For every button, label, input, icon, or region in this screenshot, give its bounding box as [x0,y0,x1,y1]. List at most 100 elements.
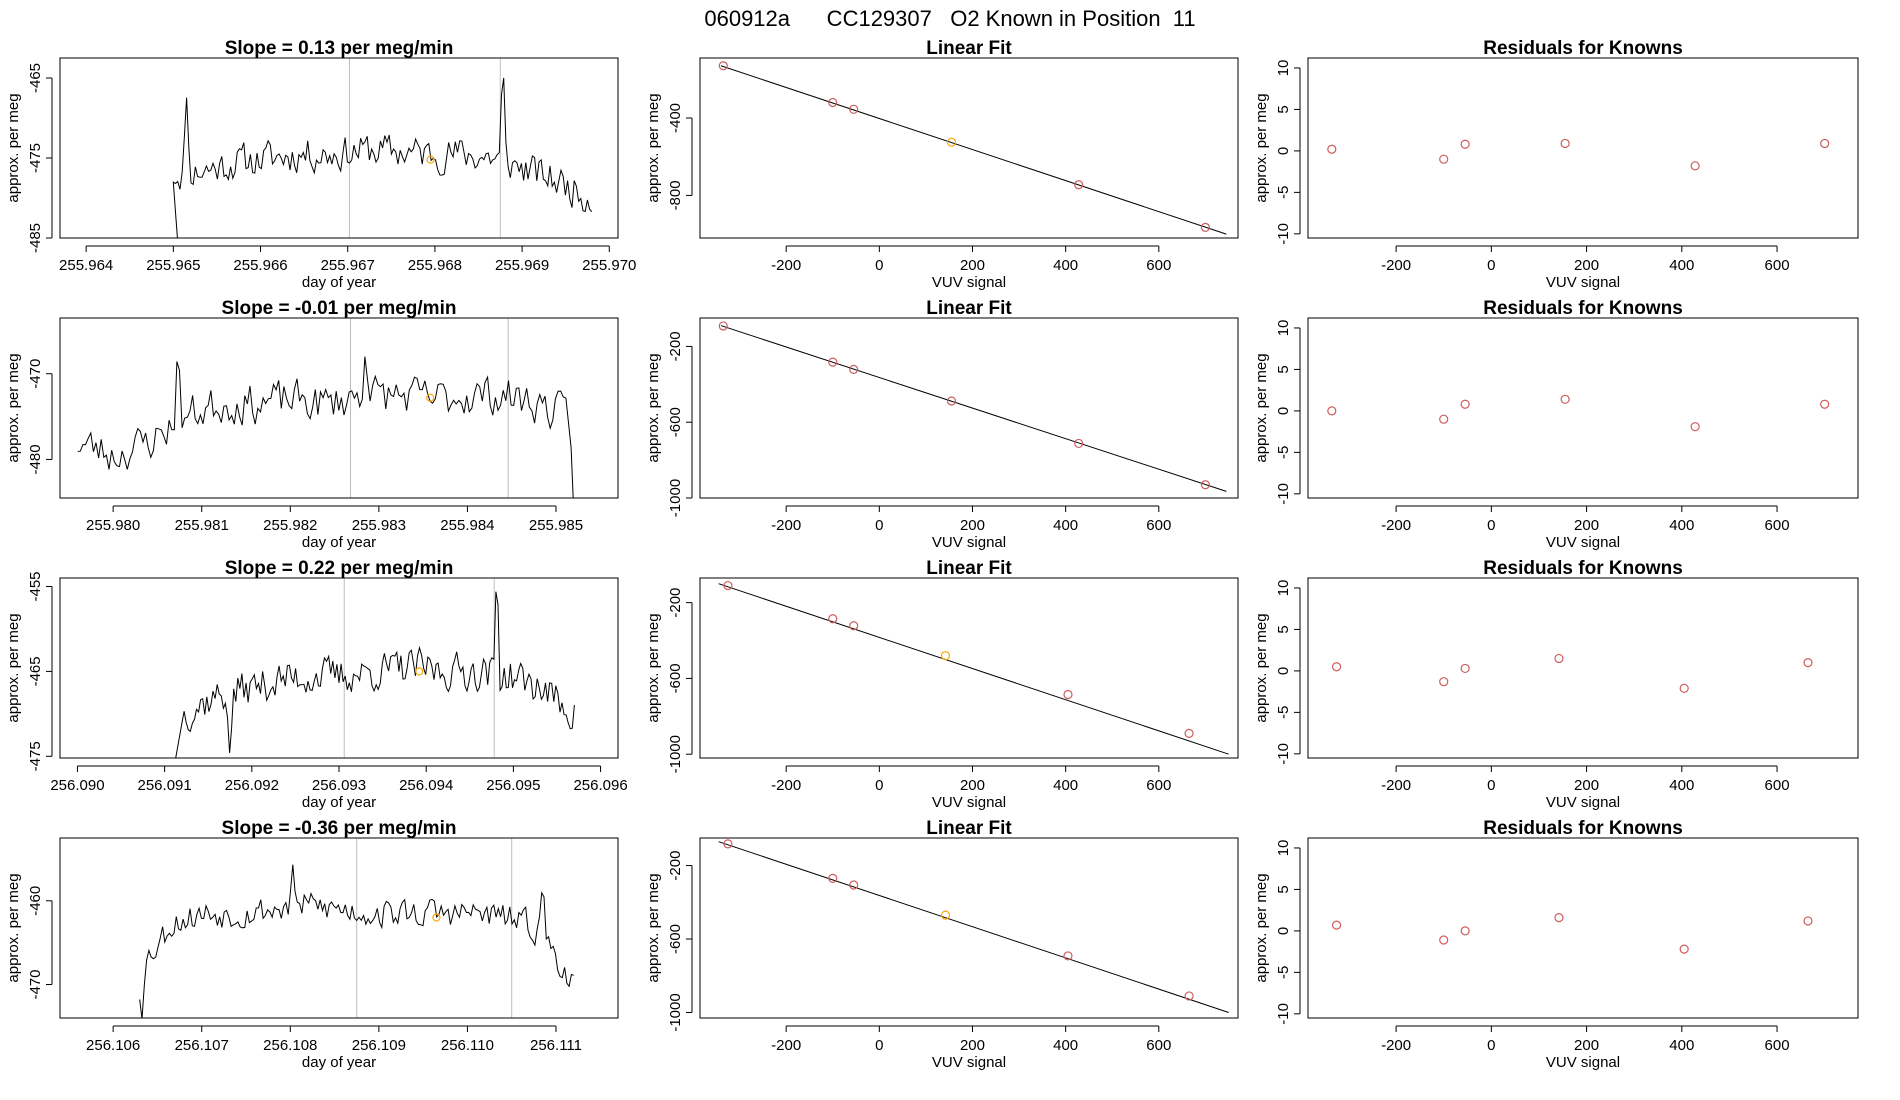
panel-1-1: Slope = 0.13 per meg/min 255.964 255.965 25… [5,38,636,291]
panel-4-3-plot-area [1331,913,1813,954]
panel-3-2-x-axis-label: VUV signal [932,794,1006,811]
panel-3-2-plot-area [718,580,1229,755]
panel-4-2-data-point [1063,951,1073,961]
panel-3-3-title: Residuals for Knowns [1483,558,1683,579]
panel-3-2-x-tick-label: 200 [960,777,985,794]
panel-3-2-y-tick-label: -200 [667,588,684,618]
panel-2-3-x-tick-label: 200 [1574,517,1599,534]
panel-1-3-data-point [1820,138,1830,149]
panel-3-2-highlight-point [940,651,951,661]
panel-2-2-data-point [828,357,838,367]
panel-4-1-x-tick-label: 256.108 [263,1037,317,1054]
panel-2-1-frame [59,317,619,499]
panel-1-3-x-axis-label: VUV signal [1546,274,1620,291]
panel-1-2-x-tick-label: 200 [960,257,985,274]
panel-1-3-frame [1307,57,1859,239]
panel-2-2-y-axis-label: approx. per meg [645,353,662,462]
panel-3-1-x-tick-label: 256.093 [312,777,366,794]
panel-2-2-y-tick-label: -600 [667,407,684,437]
panel-2-3-data-point [1327,406,1337,416]
panel-3-1-x-tick-label: 256.090 [50,777,104,794]
panel-1-1-data-trace [172,77,593,238]
panel-1-3-y-axis-label: approx. per meg [1253,93,1270,202]
panel-1-3-title: Residuals for Knowns [1483,38,1683,59]
panel-2-1-data-trace [77,356,574,498]
panel-1-3-data-point [1439,154,1449,164]
panel-3-2-data-point [849,621,859,631]
panel-3-1-x-axis-label: day of year [302,794,376,811]
panel-4-3-y-tick-label: -5 [1275,966,1292,979]
panel-1-2-plot-area [718,61,1227,235]
panel-1-2-y-tick-label: -400 [667,103,684,133]
panel-3-2-data-point [828,614,838,624]
panel-3-3-y-tick-label: -5 [1275,706,1292,719]
panels-grid: Slope = 0.13 per meg/min 255.964 255.965 25… [5,38,1859,1071]
panel-4-3-y-axis-label: approx. per meg [1253,873,1270,982]
panel-4-3-x-tick-label: 400 [1669,1037,1694,1054]
panel-1-2-data-point [718,61,728,71]
panel-4-3-x-tick-label: 600 [1765,1037,1790,1054]
panel-4-1-data-trace [139,864,574,1018]
panel-3-1-plot-area [175,578,575,758]
panel-1-1-x-tick-label: 255.970 [582,257,636,274]
panel-2-2: Linear Fit -200 0 200 400 600 VUV signal -1000 -… [645,298,1239,551]
panel-2-2-data-point [849,364,859,374]
panel-2-1: Slope = -0.01 per meg/min 255.980 255.981 2… [5,298,619,551]
panel-1-3: Residuals for Knowns -200 0 200 400 600 VUV si… [1253,38,1859,291]
panel-4-3-y-tick-label: 0 [1275,927,1292,935]
panel-2-2-highlight-point [946,396,957,406]
panel-1-3-x-tick-label: 200 [1574,257,1599,274]
panel-4-3-data-point [1803,916,1813,926]
panel-4-2-x-tick-label: 200 [960,1037,985,1054]
panel-4-1: Slope = -0.36 per meg/min 256.106 256.107 2… [5,818,619,1071]
panel-3-2-data-point [723,580,733,591]
panel-1-3-y-tick-label: -5 [1275,186,1292,199]
panel-4-2-x-tick-label: 600 [1146,1037,1171,1054]
panel-2-3-y-tick-label: 0 [1275,407,1292,415]
panel-2-3-data-point [1820,399,1830,409]
panel-4-2-x-tick-label: 0 [875,1037,883,1054]
panel-1-1-y-tick-label: -465 [27,63,44,93]
panel-2-3-y-tick-label: 5 [1275,365,1292,373]
panel-4-3-x-tick-label: 200 [1574,1037,1599,1054]
panel-3-3-x-tick-label: -200 [1381,777,1411,794]
panel-4-1-x-axis-label: day of year [302,1054,376,1071]
panel-2-3-data-point [1690,422,1700,432]
panel-2-1-y-tick-label: -470 [27,359,44,389]
panel-1-2-frame [699,57,1239,239]
panel-2-3-x-axis-label: VUV signal [1546,534,1620,551]
panel-4-3-title: Residuals for Knowns [1483,818,1683,839]
panel-2-2-data-point [1074,438,1084,449]
panel-4-1-y-tick-label: -460 [27,886,44,916]
panel-2-3-y-axis-label: approx. per meg [1253,353,1270,462]
panel-1-2: Linear Fit -200 0 200 400 600 VUV signal -800 -4… [645,38,1239,291]
panel-3-3-y-axis-label: approx. per meg [1253,613,1270,722]
panel-4-2-y-tick-label: -1000 [667,993,684,1031]
panel-1-3-data-point [1560,138,1570,149]
panel-4-1-y-axis-label: approx. per meg [5,873,22,982]
panel-3-2-x-tick-label: 400 [1053,777,1078,794]
panel-2-2-x-tick-label: 400 [1053,517,1078,534]
panel-2-2-x-tick-label: 600 [1146,517,1171,534]
panel-4-1-y-tick-label: -470 [27,969,44,999]
panel-4-1-title: Slope = -0.36 per meg/min [222,818,457,839]
panel-3-3-y-tick-label: 5 [1275,625,1292,633]
panel-4-2-title: Linear Fit [926,818,1012,839]
panel-4-3: Residuals for Knowns -200 0 200 400 600 VUV si… [1253,818,1859,1071]
panel-3-2-x-tick-label: -200 [771,777,801,794]
panel-3-2-y-tick-label: -1000 [667,735,684,773]
panel-2-1-x-tick-label: 255.983 [352,517,406,534]
panel-3-3: Residuals for Knowns -200 0 200 400 600 VUV si… [1253,558,1859,811]
panel-3-3-data-point [1460,663,1470,674]
panel-1-2-data-point [828,97,838,108]
panel-4-2-highlight-point [940,910,951,920]
panel-3-3-x-tick-label: 600 [1765,777,1790,794]
panel-3-1-x-tick-label: 256.094 [399,777,453,794]
panel-1-2-y-tick-label: -800 [667,180,684,210]
panel-4-2-x-axis-label: VUV signal [932,1054,1006,1071]
panel-3-2-fit-line [718,583,1229,755]
panel-3-3-data-point [1679,683,1689,693]
panel-1-2-y-axis-label: approx. per meg [645,93,662,202]
panel-3-1: Slope = 0.22 per meg/min 256.090 256.091 25… [5,558,628,811]
